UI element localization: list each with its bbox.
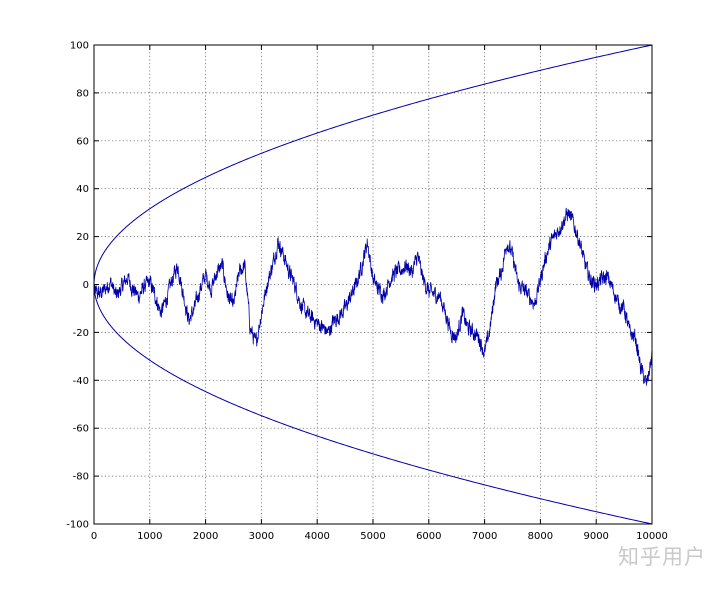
y-tick-label: 20: [76, 232, 89, 243]
upper-envelope-line: [93, 44, 653, 285]
x-tick-label: 1000: [137, 531, 162, 542]
series-lines: [93, 44, 653, 525]
x-tick-label: 6000: [416, 531, 441, 542]
y-tick-label: 40: [76, 184, 89, 195]
watermark-text: 知乎用户: [618, 545, 706, 569]
x-tick-label: 5000: [360, 531, 385, 542]
y-tick-label: -60: [73, 424, 89, 435]
y-tick-label: -40: [73, 376, 89, 387]
lower-envelope-line: [93, 284, 653, 525]
tick-labels: 0 1000 2000 3000 4000 5000 6000 7000 8000 9000 100…: [66, 41, 668, 543]
y-tick-label: 0: [83, 280, 89, 291]
axis-ticks: [93, 44, 653, 525]
y-tick-label: -20: [73, 328, 89, 339]
y-tick-label: 80: [76, 88, 89, 99]
y-tick-label: -100: [66, 520, 89, 531]
grid-lines: [94, 45, 652, 524]
x-tick-label: 2000: [193, 531, 218, 542]
x-tick-label: 8000: [528, 531, 553, 542]
x-tick-label: 10000: [636, 531, 668, 542]
x-tick-label: 3000: [249, 531, 274, 542]
y-tick-label: 60: [76, 136, 89, 147]
x-tick-label: 7000: [472, 531, 497, 542]
y-tick-label: -80: [73, 472, 89, 483]
random-walk-line: [93, 207, 653, 386]
x-tick-label: 0: [91, 531, 97, 542]
x-tick-label: 9000: [583, 531, 608, 542]
x-tick-label: 4000: [304, 531, 329, 542]
y-tick-label: 100: [70, 41, 89, 52]
